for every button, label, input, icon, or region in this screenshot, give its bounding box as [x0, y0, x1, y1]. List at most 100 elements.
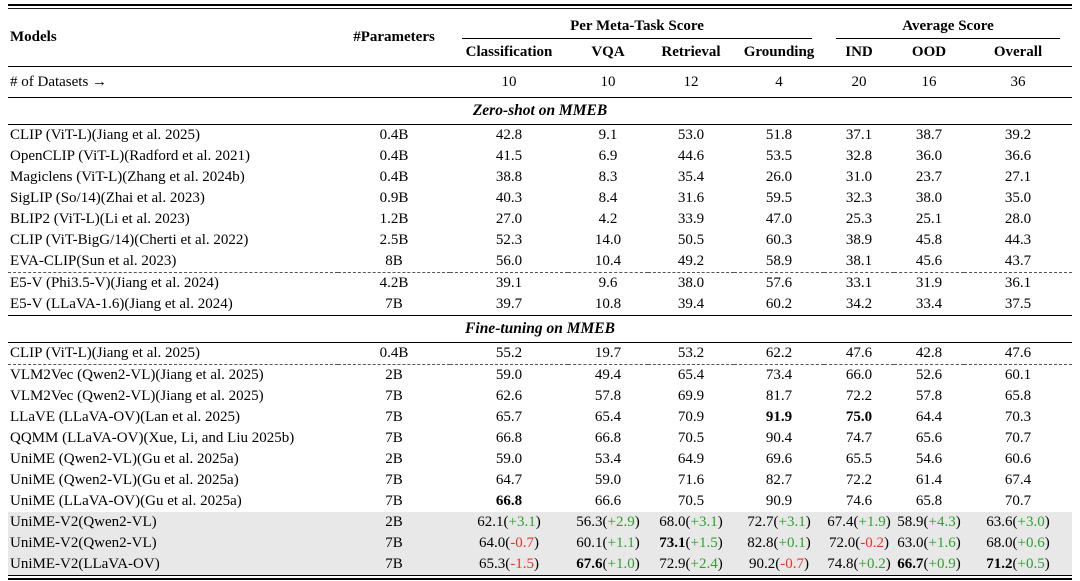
score-cell: 32.3 [845, 190, 873, 207]
score-cell: 55.2 [495, 345, 523, 362]
score-cell: 65.5 [845, 451, 873, 468]
score-cell: 66.8 [594, 430, 622, 447]
parameters-cell: 0.4B [379, 127, 409, 144]
score-cell: 14.0 [594, 232, 622, 249]
score-cell: 65.3(-1.5) [450, 554, 568, 575]
table-row: CLIP (ViT-L)(Jiang et al. 2025) 0.4B 42.8 9… [8, 125, 1072, 147]
col-header-vqa: VQA [568, 39, 648, 67]
score-cell: 44.3 [1004, 232, 1032, 249]
score-cell: 27.0 [495, 211, 523, 228]
col-header-models: Models [8, 9, 338, 67]
score-cell: 59.5 [765, 190, 793, 207]
score-cell: 67.4 [1004, 472, 1032, 489]
score-value: 72.9 [659, 556, 686, 573]
score-delta: +1.0 [607, 556, 635, 573]
table-row: OpenCLIP (ViT-L)(Radford et al. 2021) 0.4… [8, 146, 1072, 167]
score-cell: 56.3(+2.9) [568, 512, 648, 533]
parameters-cell: 7B [338, 554, 450, 575]
score-cell: 39.4 [677, 296, 705, 313]
score-cell: 49.2 [677, 253, 705, 270]
table-row: QQMM (LLaVA-OV)(Xue, Li, and Liu 2025b) 7… [8, 428, 1072, 449]
score-cell: 65.6 [915, 430, 943, 447]
score-cell: 71.6 [677, 472, 705, 489]
score-cell: 70.9 [677, 409, 705, 426]
section-title: Zero-shot on MMEB [8, 97, 1072, 125]
parameters-cell: 7B [338, 533, 450, 554]
model-name-cell: CLIP (ViT-BigG/14)(Cherti et al. 2022) [10, 232, 249, 249]
score-cell: 74.7 [845, 430, 873, 447]
score-cell: 32.8 [845, 148, 873, 165]
model-name-cell: CLIP (ViT-L)(Jiang et al. 2025) [10, 345, 201, 362]
score-cell: 69.6 [765, 451, 793, 468]
score-cell: 35.0 [1004, 190, 1032, 207]
score-delta: +0.1 [778, 535, 806, 552]
score-cell: 36.1 [964, 272, 1072, 294]
score-cell: 90.2(-0.7) [734, 554, 824, 575]
score-cell: 69.9 [677, 388, 705, 405]
score-delta: +1.5 [690, 535, 718, 552]
score-cell: 60.1(+1.1) [568, 533, 648, 554]
score-cell: 70.7 [1004, 493, 1032, 510]
score-delta: -0.7 [510, 535, 534, 552]
model-name-cell: UniME-V2(Qwen2-VL) [8, 533, 338, 554]
score-cell: 45.8 [915, 232, 943, 249]
parameters-cell: 2B [338, 364, 450, 386]
parameters-cell: 2B [338, 512, 450, 533]
score-cell: 71.2(+0.5) [964, 554, 1072, 575]
score-cell: 62.1(+3.1) [450, 512, 568, 533]
table-row: UniME-V2(Qwen2-VL) 2B 62.1(+3.1) 56.3(+2.9)… [8, 512, 1072, 533]
parameters-cell: 1.2B [379, 211, 409, 228]
score-cell: 66.0 [824, 364, 894, 386]
score-cell: 58.9 [765, 253, 793, 270]
score-cell: 33.9 [677, 211, 705, 228]
score-cell: 53.2 [677, 345, 705, 362]
header-group-row: Models #Parameters Per Meta-Task Score A… [8, 9, 1072, 67]
score-value: 72.7 [747, 514, 774, 531]
score-delta: +1.6 [928, 535, 956, 552]
section-title: Fine-tuning on MMEB [8, 315, 1072, 343]
score-cell: 36.6 [1004, 148, 1032, 165]
score-cell: 37.5 [1004, 296, 1032, 313]
score-cell: 53.5 [765, 148, 793, 165]
score-value: 58.9 [897, 514, 924, 531]
score-cell: 51.8 [765, 127, 793, 144]
score-cell: 6.9 [598, 148, 618, 165]
col-header-parameters: #Parameters [338, 9, 450, 67]
score-value: 90.2 [749, 556, 776, 573]
score-cell: 42.8 [915, 345, 943, 362]
score-delta: +2.4 [690, 556, 718, 573]
parameters-cell: 7B [385, 388, 403, 405]
table-row: UniME (LLaVA-OV)(Gu et al. 2025a) 7B 66.8 6… [8, 491, 1072, 512]
score-cell: 66.8 [495, 430, 523, 447]
model-name-cell: UniME-V2(Qwen2-VL) [8, 512, 338, 533]
score-cell: 53.4 [594, 451, 622, 468]
score-delta: +4.3 [928, 514, 956, 531]
score-cell: 56.0 [495, 253, 523, 270]
score-cell: 38.0 [648, 272, 734, 294]
score-cell: 35.4 [677, 169, 705, 186]
col-header-retrieval: Retrieval [648, 39, 734, 67]
parameters-cell: 0.4B [379, 169, 409, 186]
score-value: 91.9 [765, 409, 793, 426]
score-cell: 74.8(+0.2) [824, 554, 894, 575]
score-cell: 72.9(+2.4) [648, 554, 734, 575]
score-cell: 47.6 [1004, 345, 1032, 362]
datasets-count-ind: 20 [824, 66, 894, 98]
score-delta: -0.2 [860, 535, 884, 552]
datasets-count-grounding: 4 [734, 66, 824, 98]
score-cell: 31.0 [845, 169, 873, 186]
score-cell: 64.9 [677, 451, 705, 468]
datasets-count-vqa: 10 [568, 66, 648, 98]
col-group-per-meta-task-score: Per Meta-Task Score [450, 9, 824, 39]
score-value: 66.8 [495, 493, 523, 510]
model-name-cell: UniME-V2(LLaVA-OV) [8, 554, 338, 575]
score-value: 63.0 [897, 535, 924, 552]
score-cell: 59.0 [594, 472, 622, 489]
score-cell: 45.6 [915, 253, 943, 270]
table-row: Magiclens (ViT-L)(Zhang et al. 2024b) 0.4… [8, 167, 1072, 188]
section-title-row: Fine-tuning on MMEB [8, 315, 1072, 343]
parameters-cell: 4.2B [338, 272, 450, 294]
score-cell: 38.9 [845, 232, 873, 249]
score-cell: 82.7 [765, 472, 793, 489]
parameters-cell: 0.4B [379, 345, 409, 362]
